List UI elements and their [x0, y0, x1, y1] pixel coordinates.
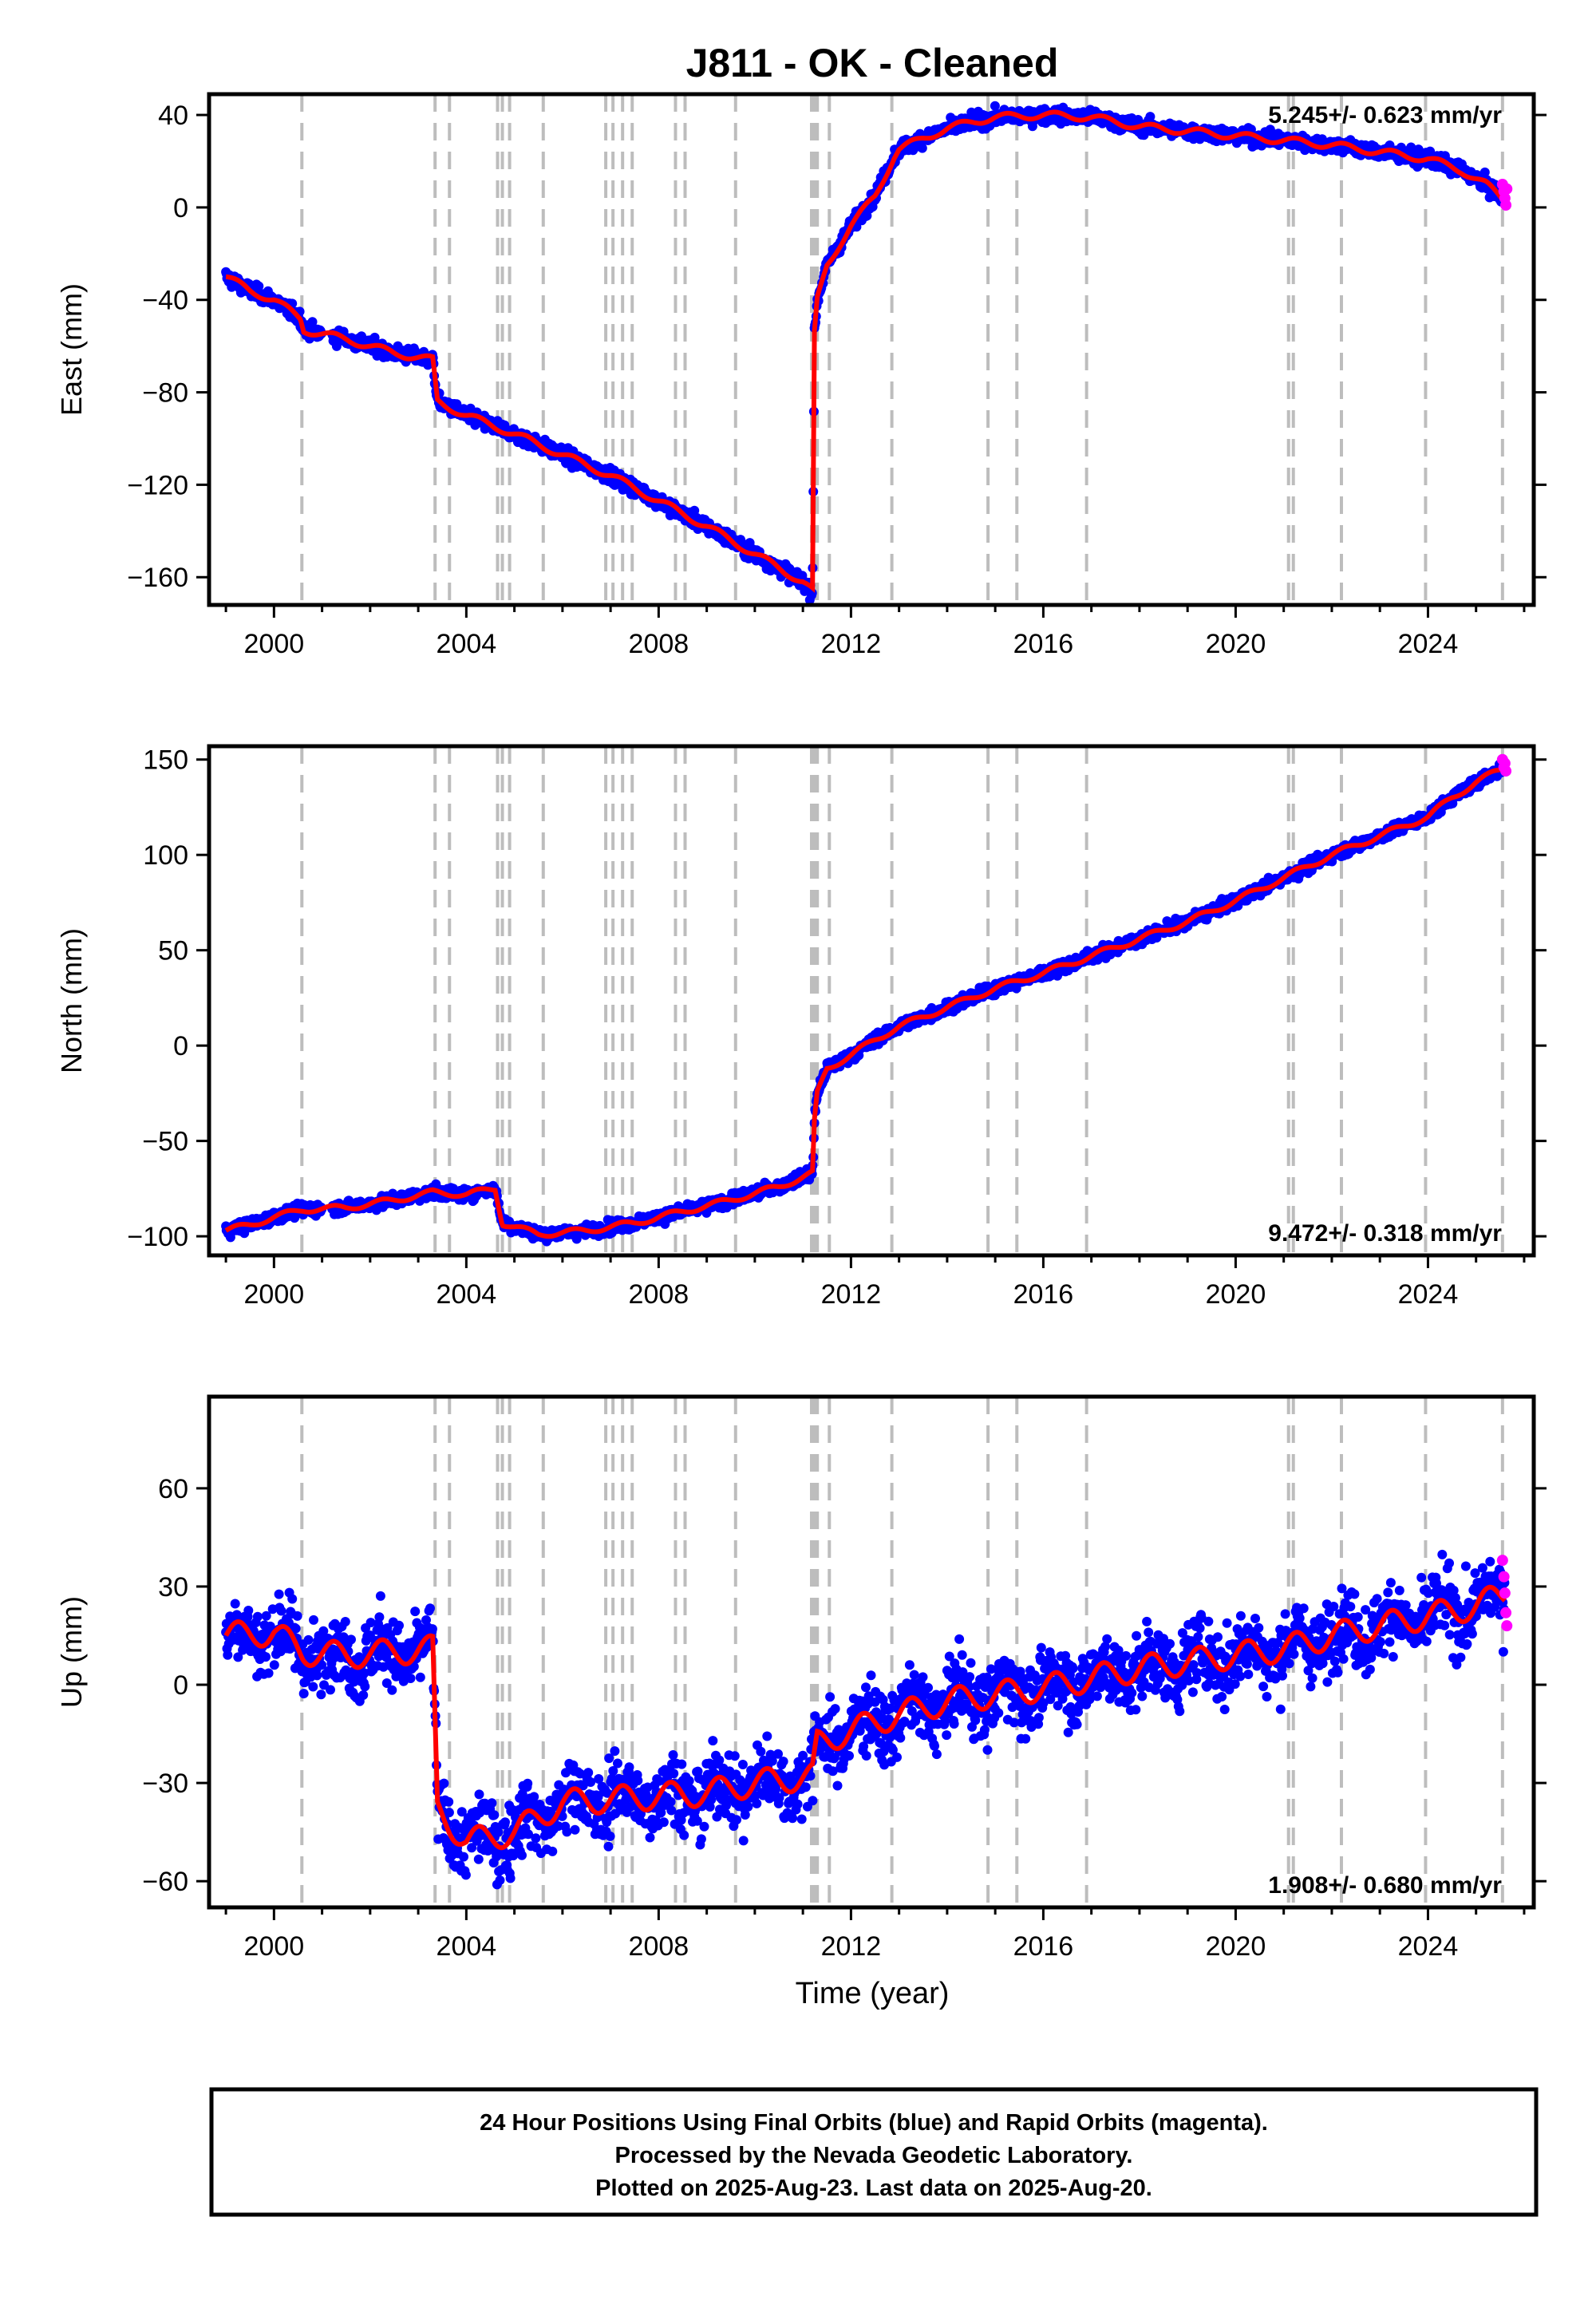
panel-north: 2000 2004 2008 2012 2016 2020 2024 −100 −50 0 50 10…: [55, 744, 1547, 1310]
panel-east: 2000 2004 2008 2012 2016 2020 2024 −160 −120 −80 −…: [55, 92, 1547, 659]
x-tick-label: 2020: [1206, 1279, 1266, 1310]
data-point: [316, 1690, 326, 1700]
data-point: [326, 1685, 335, 1695]
data-point: [990, 101, 1000, 111]
data-point: [405, 1674, 416, 1683]
data-point: [917, 143, 927, 153]
data-point: [261, 1652, 271, 1662]
rapid-orbit-point: [1500, 200, 1512, 211]
x-tick-label: 2008: [629, 629, 689, 659]
data-point: [252, 1611, 263, 1622]
x-tick-label: 2000: [244, 1279, 305, 1310]
x-tick-label: 2012: [821, 1279, 882, 1310]
x-tick-label: 2024: [1398, 629, 1459, 659]
data-points: [221, 1549, 1510, 1890]
plot-frame: [207, 92, 1536, 607]
x-tick-label: 2020: [1206, 629, 1266, 659]
data-point: [230, 1599, 240, 1609]
data-point: [1145, 112, 1156, 122]
y-tick-label: 100: [143, 840, 188, 871]
plot-frame: [207, 744, 1536, 1258]
x-tick-label: 2016: [1013, 1279, 1074, 1310]
data-point: [444, 1796, 454, 1807]
data-point: [387, 1685, 397, 1695]
data-point: [312, 1670, 322, 1681]
data-point: [263, 1668, 274, 1678]
rate-label: 9.472+/- 0.318 mm/yr: [1268, 1220, 1502, 1247]
y-tick-label: −160: [127, 563, 188, 593]
x-tick-label: 2016: [1013, 629, 1074, 659]
data-point: [223, 1650, 233, 1660]
data-point: [415, 1672, 425, 1682]
data-point: [1479, 167, 1490, 177]
data-point: [274, 1589, 284, 1599]
data-point: [254, 281, 264, 291]
data-point: [243, 1606, 254, 1615]
y-tick-label: −40: [142, 286, 188, 316]
data-point: [425, 1603, 435, 1614]
data-point: [287, 1594, 298, 1604]
data-point: [1425, 146, 1436, 156]
x-tick-label: 2000: [244, 629, 305, 659]
y-axis-label: North (mm): [55, 928, 88, 1073]
x-tick-label: 2024: [1398, 1279, 1459, 1310]
y-tick-label: −80: [142, 378, 188, 409]
data-point: [374, 1612, 385, 1622]
data-point: [394, 1620, 404, 1630]
y-tick-label: −100: [127, 1222, 188, 1252]
data-point: [308, 1682, 318, 1692]
y-tick-label: 50: [158, 936, 188, 966]
data-point: [309, 1614, 318, 1625]
data-point: [358, 1690, 369, 1700]
data-point: [276, 1606, 286, 1616]
data-point: [340, 1617, 350, 1626]
data-point: [292, 1611, 302, 1621]
x-tick-label: 2012: [821, 629, 882, 659]
y-axis-label: East (mm): [55, 283, 88, 416]
model-line: [225, 109, 1507, 593]
y-tick-label: 150: [143, 745, 188, 776]
rate-label: 5.245+/- 0.623 mm/yr: [1268, 102, 1502, 128]
data-point: [439, 1778, 449, 1788]
rapid-orbit-point: [1501, 183, 1513, 195]
data-point: [360, 1682, 370, 1692]
data-points: [221, 759, 1510, 1247]
data-points: [221, 101, 1510, 605]
x-tick-label: 2008: [629, 1279, 689, 1310]
data-point: [298, 1689, 309, 1699]
y-tick-label: −120: [127, 470, 188, 500]
data-point: [427, 1624, 437, 1634]
y-tick-label: 0: [173, 193, 188, 223]
data-point: [375, 1591, 385, 1601]
data-point: [303, 1634, 314, 1645]
x-tick-label: 2004: [437, 1279, 497, 1310]
y-tick-label: 40: [158, 101, 188, 131]
y-tick-label: 0: [173, 1031, 188, 1061]
data-point: [269, 1660, 279, 1670]
data-point: [346, 1634, 356, 1645]
model-line: [224, 766, 1506, 1239]
y-tick-label: −50: [142, 1127, 188, 1157]
rapid-orbit-point: [1500, 765, 1512, 777]
data-point: [410, 1607, 421, 1617]
figure-title: J811 - OK - Cleaned: [686, 41, 1059, 85]
x-tick-label: 2004: [437, 629, 497, 659]
panels: 2000 2004 2008 2012 2016 2020 2024 −160 −120 −80 −…: [55, 92, 1547, 1962]
panel-up: 2000 2004 2008 2012 2016 2020 2024−60−3003060U…: [55, 1394, 1547, 1962]
